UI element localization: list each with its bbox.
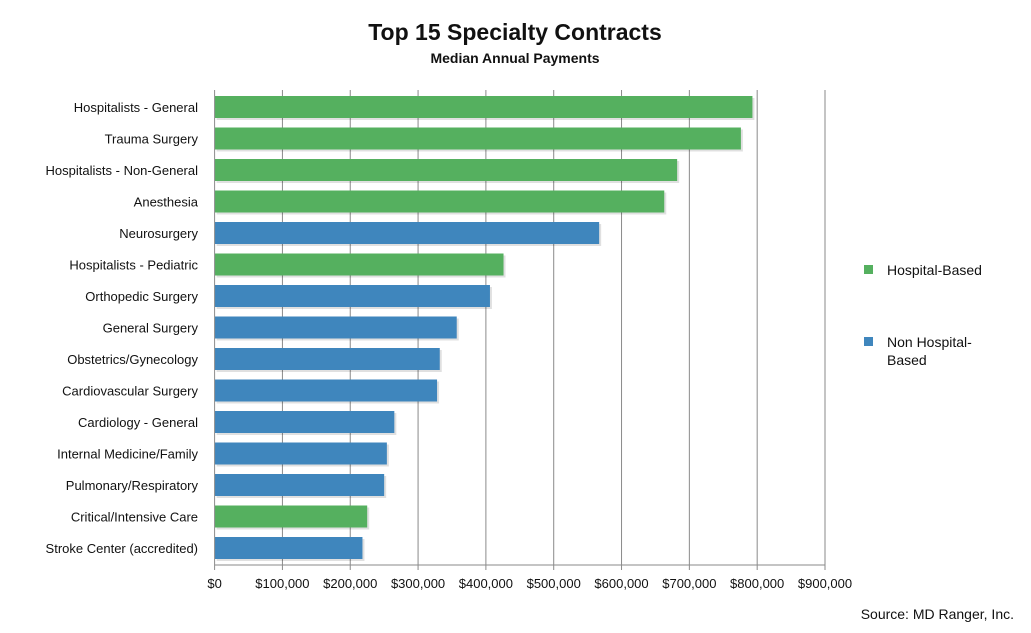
bar: [214, 442, 387, 465]
x-tick-label: $500,000: [527, 576, 581, 591]
bar: [214, 505, 368, 528]
category-label: General Surgery: [103, 321, 199, 336]
chart-subtitle: Median Annual Payments: [430, 50, 599, 66]
x-tick-label: $100,000: [255, 576, 309, 591]
category-label: Orthopedic Surgery: [85, 289, 198, 304]
category-label: Neurosurgery: [119, 226, 198, 241]
legend-swatch: [864, 265, 873, 274]
x-tick-label: $600,000: [594, 576, 648, 591]
bar: [214, 379, 438, 402]
category-label: Internal Medicine/Family: [57, 447, 198, 462]
category-label: Hospitalists - Pediatric: [69, 258, 198, 273]
category-label: Critical/Intensive Care: [71, 510, 198, 525]
legend-label: Hospital-Based: [887, 262, 982, 278]
x-tick-label: $700,000: [662, 576, 716, 591]
x-tick-label: $200,000: [323, 576, 377, 591]
category-label: Cardiology - General: [78, 415, 198, 430]
legend-label: Based: [887, 352, 927, 368]
bar: [214, 316, 457, 339]
category-label: Cardiovascular Surgery: [62, 384, 198, 399]
legend-swatch: [864, 337, 873, 346]
bar: [214, 190, 665, 213]
x-tick-label: $800,000: [730, 576, 784, 591]
x-tick-label: $300,000: [391, 576, 445, 591]
bar: [214, 537, 363, 559]
category-label: Trauma Surgery: [105, 132, 199, 147]
category-label: Obstetrics/Gynecology: [67, 352, 198, 367]
bar: [214, 127, 741, 150]
category-label: Pulmonary/Respiratory: [66, 478, 199, 493]
x-tick-label: $400,000: [459, 576, 513, 591]
bar: [214, 285, 490, 307]
category-label: Hospitalists - Non-General: [46, 163, 199, 178]
bar: [214, 411, 395, 433]
category-label: Anesthesia: [134, 195, 199, 210]
source-note: Source: MD Ranger, Inc.: [861, 606, 1014, 622]
bar: [214, 159, 678, 181]
category-label: Stroke Center (accredited): [46, 541, 198, 556]
chart-title: Top 15 Specialty Contracts: [368, 19, 662, 45]
bar: [214, 474, 385, 496]
legend-label: Non Hospital-: [887, 334, 972, 350]
bar: [214, 348, 440, 370]
category-label: Hospitalists - General: [74, 100, 198, 115]
bar: [214, 222, 600, 244]
bar: [214, 96, 753, 118]
x-tick-label: $900,000: [798, 576, 852, 591]
bar: [214, 253, 504, 276]
x-tick-label: $0: [207, 576, 221, 591]
